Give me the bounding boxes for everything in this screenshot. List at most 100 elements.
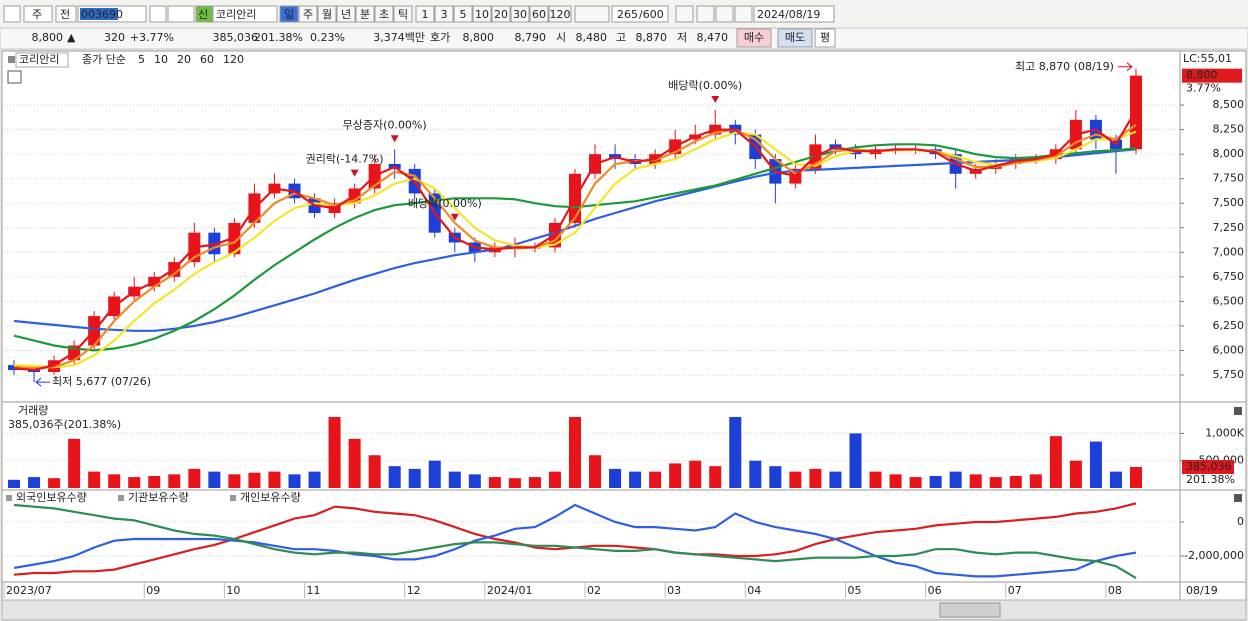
ma-line	[13, 109, 1137, 372]
x-tick-label: 2024/01	[487, 584, 533, 597]
interval-label: 60	[532, 8, 546, 21]
candle-body	[1129, 75, 1142, 150]
cursor-date: 08/19	[1186, 584, 1218, 597]
interval-button[interactable]	[336, 5, 356, 23]
interval-button[interactable]	[317, 5, 337, 23]
interval-button[interactable]	[434, 5, 454, 23]
interval-button[interactable]	[548, 5, 572, 23]
y-tick-label: 6,500	[1213, 294, 1245, 307]
tool-button[interactable]	[715, 5, 734, 23]
search-button[interactable]	[149, 5, 167, 23]
scrollbar[interactable]	[1, 599, 1247, 621]
volume-bar	[228, 474, 241, 488]
volume-bar	[949, 471, 962, 488]
interval-button[interactable]	[510, 5, 530, 23]
volume-bar	[488, 477, 501, 488]
panel-close[interactable]	[1234, 407, 1242, 415]
volume-bar	[849, 433, 862, 488]
interval-button[interactable]	[491, 5, 511, 23]
stock-name: 코리안리	[216, 8, 256, 21]
volume-bar	[609, 468, 622, 488]
volume-bar	[288, 474, 301, 488]
legend-item: 60	[200, 53, 214, 66]
scroll-thumb[interactable]	[939, 602, 1001, 618]
legend-item: 20	[177, 53, 191, 66]
x-tick-label: 10	[226, 584, 240, 597]
info-open-label: 시	[556, 31, 566, 44]
volume-bar	[1089, 441, 1102, 488]
avg-button[interactable]	[814, 28, 836, 48]
interval-button[interactable]	[453, 5, 473, 23]
date: 2024/08/19	[757, 8, 820, 21]
period-select[interactable]	[23, 5, 53, 23]
event-label: 배당락(0.00%)	[408, 197, 482, 210]
panel-close[interactable]	[1234, 494, 1242, 502]
interval-label: 30	[513, 8, 527, 21]
interval-button[interactable]	[355, 5, 375, 23]
info-amount: 3,374백만	[373, 31, 425, 44]
tool-button[interactable]	[675, 5, 694, 23]
buy-button[interactable]	[736, 28, 772, 48]
event-arrow	[350, 169, 359, 177]
panel-subtitle: 385,036주(201.38%)	[8, 418, 121, 431]
interval-button[interactable]	[393, 5, 413, 23]
info-price: 8,800	[32, 31, 64, 44]
menu-button[interactable]	[3, 5, 21, 23]
event-label: 권리락(-14.7%)	[306, 153, 384, 166]
volume-bar	[388, 466, 401, 488]
volume-bar	[308, 471, 321, 488]
interval-button[interactable]	[529, 5, 549, 23]
volume-bar	[428, 460, 441, 488]
event-arrow	[390, 135, 399, 143]
volume-bar	[1009, 475, 1022, 488]
info-volume-rate: 201.38%	[254, 31, 303, 44]
high-label: 최고 8,870 (08/19)	[1015, 60, 1114, 73]
sell-button[interactable]	[777, 28, 813, 48]
tool-button[interactable]	[696, 5, 715, 23]
x-tick-label: 03	[667, 584, 681, 597]
last-volume: 385,036	[1186, 460, 1232, 473]
interval-button[interactable]	[298, 5, 318, 23]
y-tick-label: 6,000	[1213, 343, 1245, 356]
interval-button[interactable]	[415, 5, 435, 23]
event-label: 무상증자(0.00%)	[343, 118, 427, 131]
legend-item: 외국인보유수량	[16, 491, 87, 504]
y-tick-label: 8,250	[1213, 123, 1245, 136]
volume-bar	[568, 417, 582, 488]
volume-bar	[208, 471, 221, 488]
volume-bar	[929, 475, 942, 488]
last-price: 8,800	[1186, 69, 1218, 82]
interval-button[interactable]	[472, 5, 492, 23]
sound-button[interactable]	[167, 5, 195, 23]
x-tick-label: 11	[307, 584, 321, 597]
volume-bar	[749, 460, 762, 488]
volume-bar	[709, 466, 722, 488]
low-label: 최저 5,677 (07/26)	[52, 375, 151, 388]
y-tick-label: 6,750	[1213, 270, 1245, 283]
settings-icon[interactable]	[7, 70, 22, 84]
volume-bar	[548, 471, 561, 488]
volume-bar	[268, 471, 281, 488]
volume-bar	[148, 475, 161, 488]
y-tick-label: 6,250	[1213, 319, 1245, 332]
volume-bar	[629, 471, 642, 488]
volume-bar	[1109, 471, 1122, 488]
chart-area	[1, 50, 1247, 601]
dropdown[interactable]	[574, 5, 610, 23]
last-volume-box	[1182, 459, 1234, 474]
interval-label: 10	[475, 8, 489, 21]
info-turnover: 0.23%	[310, 31, 345, 44]
legend-subtitle: 종가 단순	[82, 53, 126, 66]
x-tick-label: 07	[1008, 584, 1022, 597]
y-tick-label: 8,500	[1213, 98, 1245, 111]
volume-bar	[368, 455, 381, 488]
info-high-label: 고	[616, 31, 626, 44]
volume-bar	[1029, 474, 1042, 488]
interval-label: 1	[422, 8, 429, 21]
count: 265	[617, 8, 638, 21]
tool-button[interactable]	[734, 5, 753, 23]
interval-button[interactable]	[279, 5, 299, 23]
date-field[interactable]	[753, 5, 835, 23]
interval-button[interactable]	[374, 5, 394, 23]
prev-button[interactable]	[55, 5, 77, 23]
